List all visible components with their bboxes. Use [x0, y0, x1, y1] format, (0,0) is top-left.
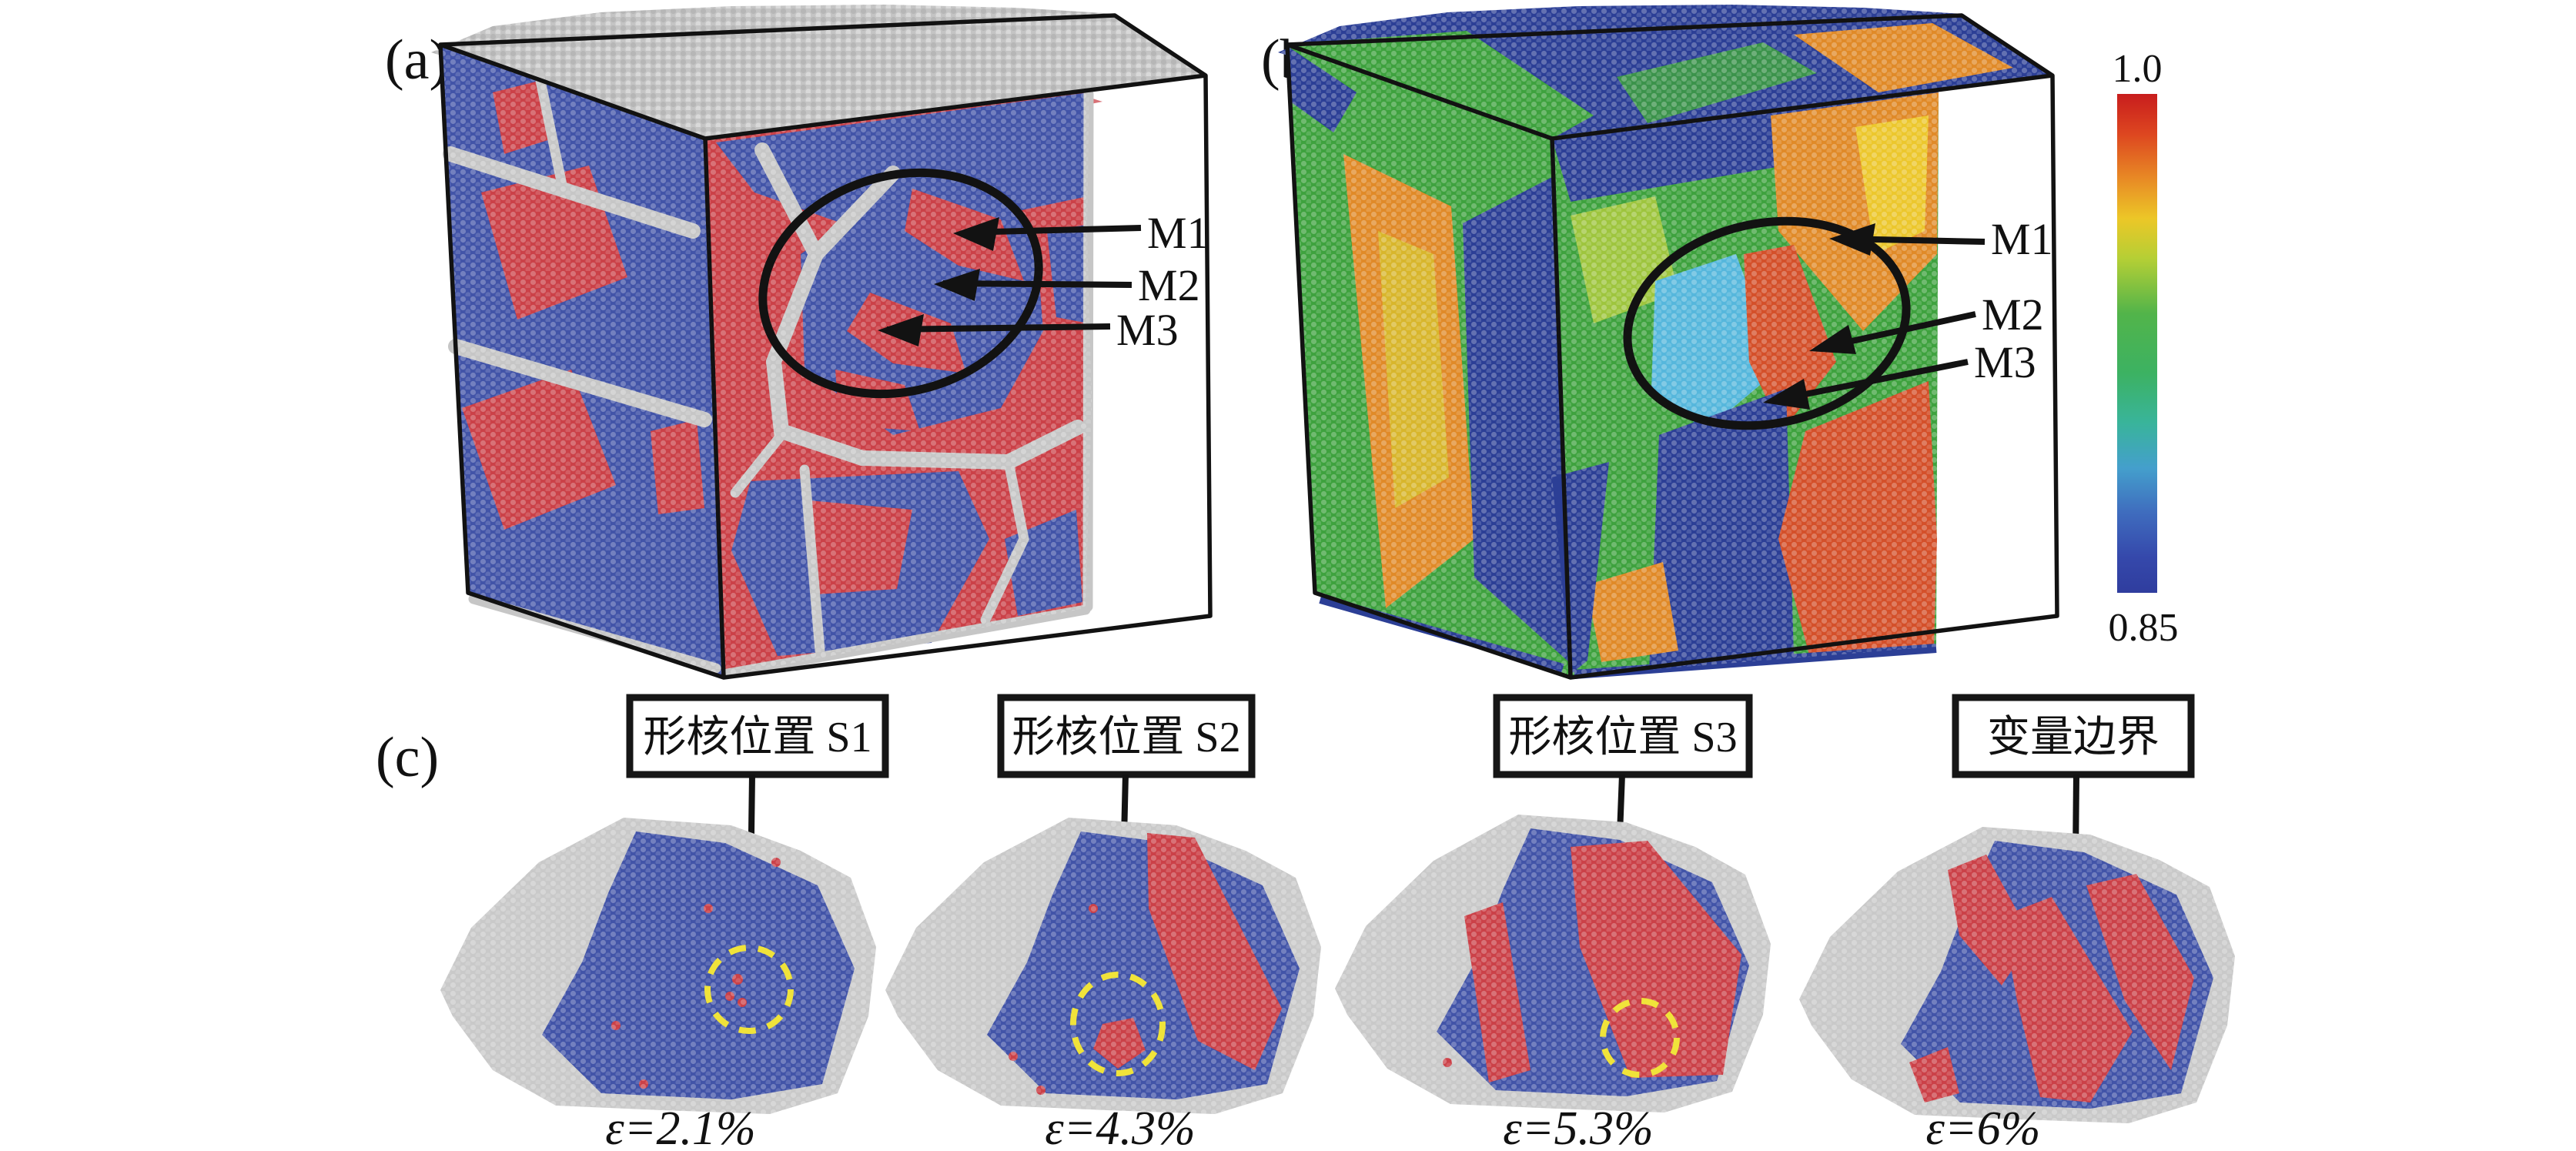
grain-snapshot-2: ε=4.3%: [885, 818, 1321, 1151]
panel-b: (b): [1261, 5, 2059, 680]
callout-s2-text: 形核位置 S2: [1012, 714, 1240, 761]
m1-arrowhead-a: [953, 217, 999, 251]
callout-s2: 形核位置 S2: [997, 694, 1256, 983]
strain-label-4: ε=6%: [1926, 1102, 2041, 1151]
nucleation-site-s2-circle: [1070, 972, 1166, 1076]
panel-a-box-frame: [438, 13, 1213, 680]
grain-snapshot-1: ε=2.1%: [440, 818, 876, 1151]
panel-b-marker-m3: M3: [1763, 337, 2036, 410]
panel-b-box-frame: [1285, 13, 2059, 680]
m1-arrowhead-b: [1829, 223, 1875, 256]
panel-a-marker-m1: M1: [953, 208, 1209, 258]
m1-label-b: M1: [1991, 214, 2053, 264]
panel-a-marker-m2: M2: [934, 260, 1200, 310]
callout-boundary: 变量边界: [1952, 694, 2195, 1041]
panel-a-label: (a): [385, 28, 448, 92]
m3-arrowhead-b: [1763, 379, 1810, 410]
nucleation-site-s1-circle: [704, 945, 794, 1034]
m2-label-a: M2: [1138, 260, 1200, 310]
strain-label-1: ε=2.1%: [605, 1102, 755, 1151]
panel-a: (a): [385, 5, 1213, 680]
panel-c: (c) 形核位置 S1 形核位置 S2 形核位置 S3 变量边界: [376, 694, 2235, 1151]
panel-a-ellipse-annotation: [758, 168, 1043, 399]
callout-boundary-text: 变量边界: [1987, 714, 2159, 761]
colorbar: 1.0 0.85: [2109, 47, 2179, 650]
strain-label-2: ε=4.3%: [1045, 1102, 1195, 1151]
panel-a-left-face: [440, 45, 724, 678]
panel-b-front-face: [1552, 90, 1939, 679]
panel-b-left-face: [1287, 45, 1571, 678]
callout-s3-text: 形核位置 S3: [1508, 714, 1737, 761]
m2-arrowhead-b: [1809, 325, 1856, 354]
panel-a-marker-m3: M3: [878, 305, 1179, 355]
m2-arrowhead-a: [934, 269, 980, 301]
panel-c-label: (c): [376, 726, 439, 789]
colorbar-gradient: [2117, 94, 2157, 593]
panel-b-ellipse-annotation: [1623, 216, 1911, 430]
panel-b-marker-m1: M1: [1829, 214, 2053, 264]
colorbar-max-label: 1.0: [2113, 47, 2163, 91]
m2-label-b: M2: [1982, 289, 2044, 340]
grain-snapshot-3: ε=5.3%: [1335, 815, 1771, 1151]
m3-label-a: M3: [1116, 305, 1179, 355]
colorbar-min-label: 0.85: [2109, 606, 2179, 650]
grain-snapshot-4: ε=6%: [1799, 827, 2235, 1151]
callout-s1-text: 形核位置 S1: [643, 714, 871, 761]
m1-label-a: M1: [1147, 208, 1209, 258]
strain-label-3: ε=5.3%: [1503, 1102, 1653, 1151]
m3-arrowhead-a: [878, 314, 924, 346]
m3-label-b: M3: [1974, 337, 2036, 387]
nucleation-site-s3-circle: [1600, 998, 1680, 1078]
panel-b-marker-m2: M2: [1809, 289, 2044, 354]
